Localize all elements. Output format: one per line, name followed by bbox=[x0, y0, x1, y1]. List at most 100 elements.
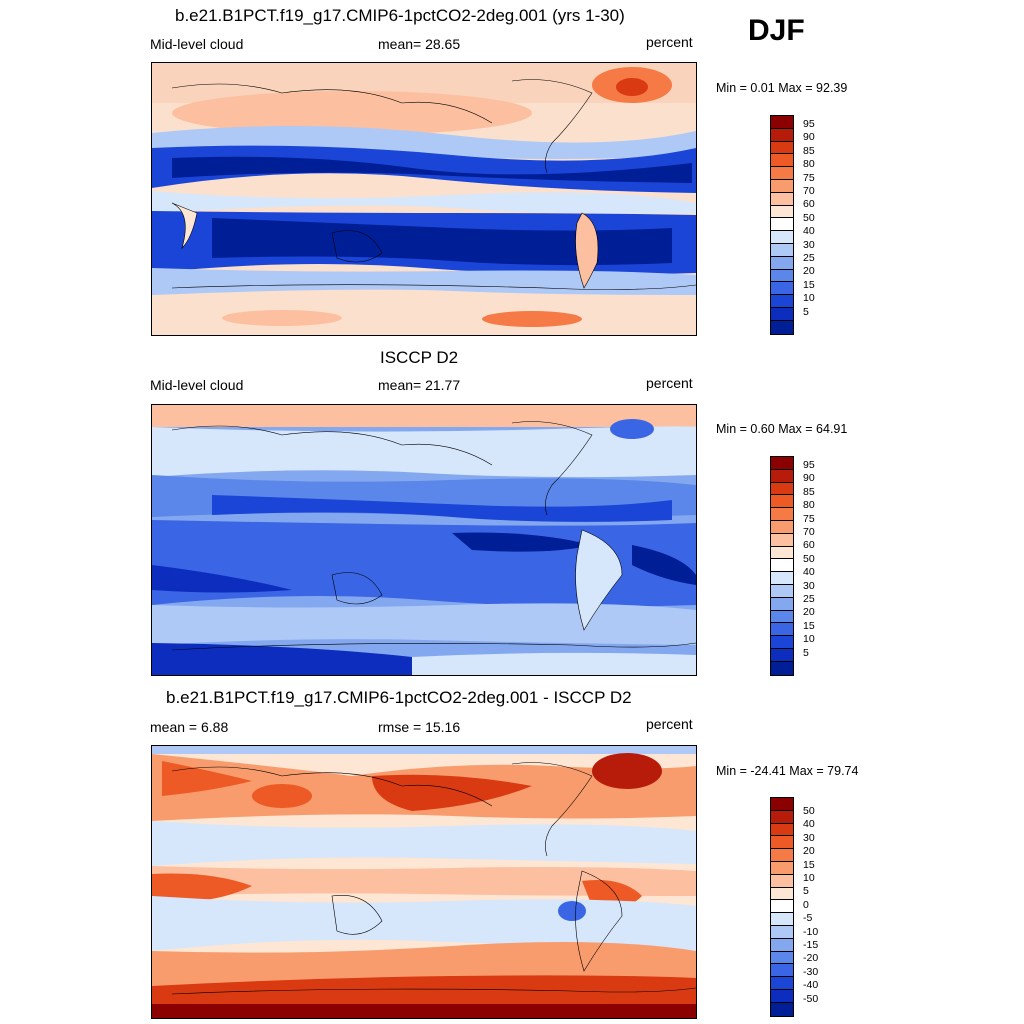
colorbar-swatch bbox=[771, 938, 793, 952]
colorbar-tick-label: 60 bbox=[803, 539, 815, 552]
colorbar-swatch bbox=[771, 508, 793, 521]
colorbar-swatch bbox=[771, 295, 793, 308]
panel-3-minmax: Min = -24.41 Max = 79.74 bbox=[716, 764, 859, 778]
colorbar-swatch bbox=[771, 874, 793, 888]
colorbar-tick-label: 95 bbox=[803, 459, 815, 471]
panel-2-minmax: Min = 0.60 Max = 64.91 bbox=[716, 422, 848, 436]
colorbar-tick-label: 30 bbox=[803, 238, 815, 251]
colorbar-swatch bbox=[771, 469, 793, 483]
colorbar-tick-label: 25 bbox=[803, 593, 815, 605]
colorbar-swatch bbox=[771, 116, 793, 129]
colorbar-swatch bbox=[771, 546, 793, 560]
panel-2-contour-field bbox=[152, 405, 696, 675]
colorbar-tick-label: -30 bbox=[803, 965, 819, 978]
colorbar-swatch bbox=[771, 256, 793, 270]
colorbar-tick-label: -40 bbox=[803, 979, 819, 992]
panel-3-rmse-label: rmse = 15.16 bbox=[378, 719, 461, 735]
panel-2-units-label: percent bbox=[646, 375, 693, 391]
colorbar-tick-label: -5 bbox=[803, 912, 813, 925]
colorbar-swatch bbox=[771, 154, 793, 168]
colorbar-tick-label: -15 bbox=[803, 939, 819, 951]
colorbar-tick-label: 20 bbox=[803, 845, 815, 858]
colorbar-tick-label: 10 bbox=[803, 633, 815, 646]
colorbar-tick-label: 40 bbox=[803, 225, 815, 238]
colorbar-swatch bbox=[771, 977, 793, 990]
colorbar-tick-label: 20 bbox=[803, 606, 815, 619]
colorbar-tick-label: 95 bbox=[803, 118, 815, 130]
colorbar-tick-label: 50 bbox=[803, 805, 815, 817]
colorbar-swatch bbox=[771, 269, 793, 283]
colorbar-swatch bbox=[771, 989, 793, 1003]
colorbar-swatch bbox=[771, 520, 793, 534]
colorbar-tick-label: 50 bbox=[803, 211, 815, 224]
colorbar-swatch bbox=[771, 218, 793, 232]
colorbar-swatch bbox=[771, 887, 793, 901]
colorbar-swatch bbox=[771, 913, 793, 926]
panel-3-mean-label: mean = 6.88 bbox=[150, 719, 229, 735]
colorbar-tick-label: 25 bbox=[803, 252, 815, 264]
colorbar-swatch bbox=[771, 167, 793, 180]
colorbar-swatch bbox=[771, 495, 793, 509]
colorbar-tick-label: 20 bbox=[803, 265, 815, 278]
colorbar-tick-label: 5 bbox=[803, 885, 809, 898]
colorbar-swatch bbox=[771, 861, 793, 875]
colorbar-swatch bbox=[771, 141, 793, 155]
colorbar-swatch bbox=[771, 231, 793, 244]
colorbar-tick-label: 5 bbox=[803, 305, 809, 318]
colorbar-swatch bbox=[771, 282, 793, 296]
panel-1-minmax: Min = 0.01 Max = 92.39 bbox=[716, 81, 848, 95]
colorbar-tick-label: 15 bbox=[803, 619, 815, 632]
colorbar-swatch bbox=[771, 457, 793, 470]
colorbar-tick-label: 15 bbox=[803, 858, 815, 871]
colorbar-tick-label: 30 bbox=[803, 831, 815, 844]
panel-2-variable-label: Mid-level cloud bbox=[150, 377, 244, 393]
colorbar-tick-label: -20 bbox=[803, 952, 819, 965]
colorbar-swatch bbox=[771, 823, 793, 837]
colorbar-swatch bbox=[771, 572, 793, 585]
colorbar-tick-label: 5 bbox=[803, 646, 809, 659]
colorbar-swatch bbox=[771, 1002, 793, 1016]
colorbar-tick-label: 30 bbox=[803, 579, 815, 592]
colorbar-tick-label: -10 bbox=[803, 925, 819, 938]
colorbar-swatch bbox=[771, 636, 793, 649]
colorbar-tick-label: 85 bbox=[803, 485, 815, 498]
panel-1-contour-field bbox=[152, 63, 696, 335]
panel-3-colorbar bbox=[770, 797, 794, 1017]
colorbar-tick-label: -50 bbox=[803, 992, 819, 1005]
colorbar-swatch bbox=[771, 320, 793, 334]
colorbar-swatch bbox=[771, 648, 793, 662]
colorbar-swatch bbox=[771, 964, 793, 978]
panel-1-mean-label: mean= 28.65 bbox=[378, 36, 461, 52]
colorbar-swatch bbox=[771, 900, 793, 914]
panel-1-variable-label: Mid-level cloud bbox=[150, 36, 244, 52]
panel-2-title: ISCCP D2 bbox=[380, 348, 459, 367]
colorbar-swatch bbox=[771, 533, 793, 547]
colorbar-swatch bbox=[771, 205, 793, 219]
colorbar-tick-label: 80 bbox=[803, 158, 815, 171]
colorbar-swatch bbox=[771, 482, 793, 496]
season-label: DJF bbox=[748, 14, 805, 47]
panel-3-contour-field bbox=[152, 746, 696, 1018]
panel-3-map bbox=[151, 745, 697, 1019]
colorbar-swatch bbox=[771, 798, 793, 811]
panel-1-map bbox=[151, 62, 697, 336]
colorbar-tick-label: 10 bbox=[803, 292, 815, 305]
colorbar-tick-label: 0 bbox=[803, 898, 809, 911]
colorbar-tick-label: 70 bbox=[803, 526, 815, 538]
colorbar-tick-label: 50 bbox=[803, 552, 815, 565]
colorbar-tick-label: 60 bbox=[803, 198, 815, 211]
colorbar-tick-label: 75 bbox=[803, 171, 815, 184]
colorbar-tick-label: 80 bbox=[803, 499, 815, 512]
panel-2-colorbar bbox=[770, 456, 794, 676]
colorbar-swatch bbox=[771, 307, 793, 321]
colorbar-tick-label: 90 bbox=[803, 472, 815, 485]
panel-3-title: b.e21.B1PCT.f19_g17.CMIP6-1pctCO2-2deg.0… bbox=[166, 688, 632, 707]
colorbar-swatch bbox=[771, 559, 793, 573]
panel-3-units-label: percent bbox=[646, 716, 693, 732]
colorbar-swatch bbox=[771, 584, 793, 598]
colorbar-swatch bbox=[771, 179, 793, 193]
colorbar-swatch bbox=[771, 623, 793, 637]
panel-1-title: b.e21.B1PCT.f19_g17.CMIP6-1pctCO2-2deg.0… bbox=[175, 6, 625, 25]
panel-2-map bbox=[151, 404, 697, 676]
colorbar-swatch bbox=[771, 836, 793, 850]
